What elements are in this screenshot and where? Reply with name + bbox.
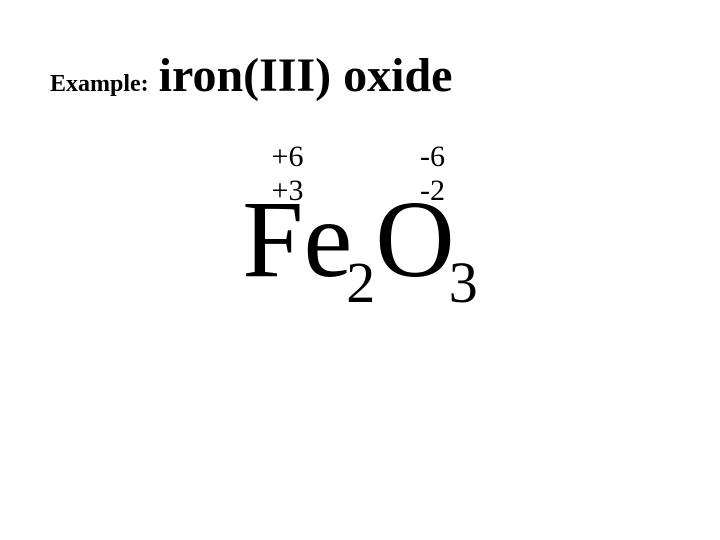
element-2: O bbox=[375, 184, 454, 294]
annotation-right-1: -6 bbox=[360, 140, 480, 174]
annotation-left-1: +6 bbox=[240, 140, 360, 174]
subscript-2: 3 bbox=[449, 250, 478, 315]
subscript-1: 2 bbox=[346, 250, 375, 315]
element-1: Fe bbox=[242, 184, 352, 294]
title-row: Example: iron(III) oxide bbox=[50, 48, 452, 103]
chemical-formula: Fe2O3 bbox=[0, 184, 720, 294]
compound-name: iron(III) oxide bbox=[159, 48, 453, 103]
annotation-row-1: +6 -6 bbox=[0, 140, 720, 174]
example-label: Example: bbox=[50, 71, 149, 98]
